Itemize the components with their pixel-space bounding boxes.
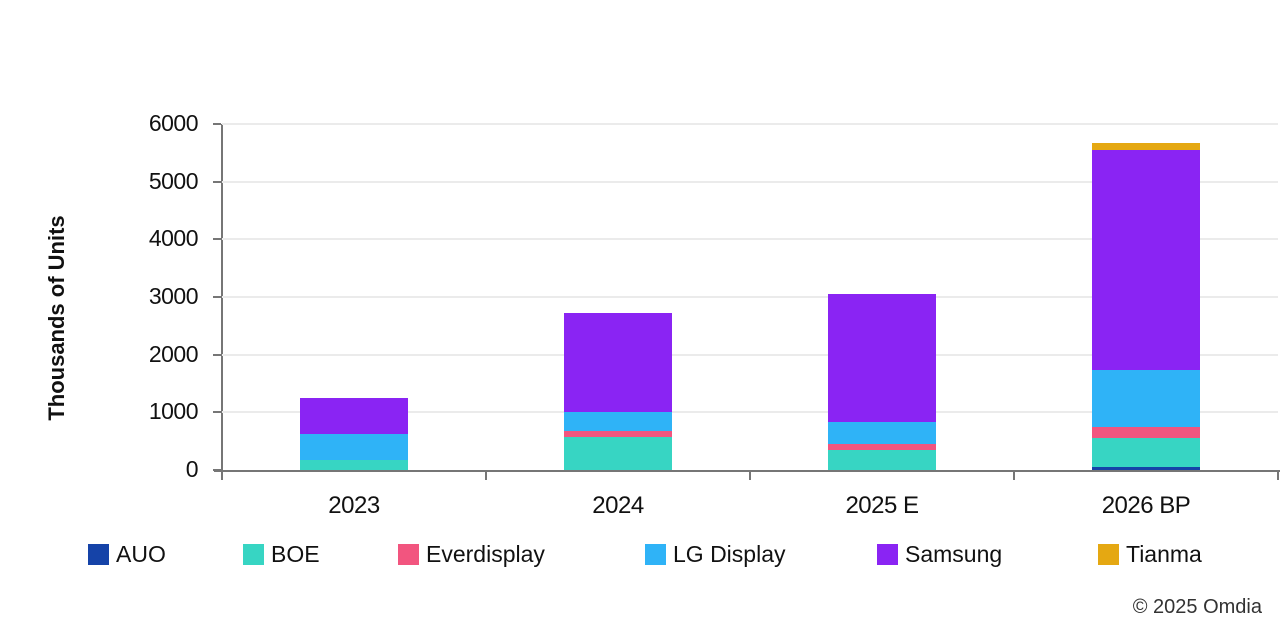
plot-area xyxy=(213,123,1280,480)
legend: AUO BOE Everdisplay LG Display Samsung Tianma xyxy=(0,541,1280,569)
x-category-label: 2024 xyxy=(592,492,644,519)
bar-segment-boe xyxy=(564,436,672,470)
legend-swatch-icon xyxy=(645,544,666,565)
y-axis-title: Thousands of Units xyxy=(44,215,69,421)
bar-segment-lg-display xyxy=(300,433,408,460)
bar-2025-e xyxy=(828,293,936,470)
gridline-1000 xyxy=(222,411,1278,414)
legend-item-boe: BOE xyxy=(243,541,320,568)
x-axis-tick xyxy=(1013,472,1015,480)
bar-segment-samsung xyxy=(1092,149,1200,370)
y-axis-tick xyxy=(213,411,221,414)
legend-swatch-icon xyxy=(398,544,419,565)
x-category-label: 2023 xyxy=(328,492,380,519)
x-axis-tick xyxy=(485,472,487,480)
y-axis-tick xyxy=(213,238,221,241)
bar-2024 xyxy=(564,313,672,470)
x-axis-tick xyxy=(1277,472,1279,480)
y-tick-label: 1000 xyxy=(148,398,199,425)
gridline-4000 xyxy=(222,238,1278,241)
y-axis-tick xyxy=(213,469,221,471)
y-tick-label: 4000 xyxy=(148,225,199,252)
bar-segment-samsung xyxy=(300,397,408,434)
y-axis-tick xyxy=(213,180,221,183)
legend-swatch-icon xyxy=(88,544,109,565)
y-tick-label: 0 xyxy=(185,456,199,482)
bar-segment-lg-display xyxy=(564,411,672,431)
bar-segment-auo xyxy=(1092,466,1200,470)
legend-item-samsung: Samsung xyxy=(877,541,1002,568)
legend-label: LG Display xyxy=(673,541,786,567)
y-axis-tick xyxy=(213,296,221,298)
bar-2026-bp xyxy=(1092,143,1200,470)
bar-segment-everdisplay xyxy=(564,430,672,437)
gridline-2000 xyxy=(222,353,1278,356)
legend-item-tianma: Tianma xyxy=(1098,541,1202,568)
legend-swatch-icon xyxy=(1098,544,1119,565)
bar-segment-everdisplay xyxy=(828,444,936,451)
x-axis-tick xyxy=(221,472,223,480)
legend-item-everdisplay: Everdisplay xyxy=(398,541,545,568)
x-category-label: 2025 E xyxy=(845,492,919,519)
bar-segment-tianma xyxy=(1092,143,1200,150)
legend-item-lg-display: LG Display xyxy=(645,541,785,568)
legend-label: AUO xyxy=(116,541,166,567)
gridline-5000 xyxy=(222,180,1278,183)
bar-segment-lg-display xyxy=(828,422,936,445)
bar-segment-boe xyxy=(300,459,408,470)
bar-segment-boe xyxy=(1092,438,1200,467)
gridline-6000 xyxy=(222,123,1278,125)
legend-label: BOE xyxy=(271,541,320,567)
legend-label: Samsung xyxy=(905,541,1003,567)
y-axis-tick xyxy=(213,353,221,356)
y-tick-label: 2000 xyxy=(148,340,199,367)
bar-segment-lg-display xyxy=(1092,369,1200,428)
gridline-3000 xyxy=(222,296,1278,298)
legend-item-auo: AUO xyxy=(88,541,166,568)
x-axis-tick xyxy=(749,472,751,480)
bar-segment-everdisplay xyxy=(1092,427,1200,439)
bar-segment-samsung xyxy=(828,293,936,423)
copyright-text: © 2025 Omdia xyxy=(1132,596,1262,618)
x-category-label: 2026 BP xyxy=(1101,492,1191,519)
legend-swatch-icon xyxy=(243,544,264,565)
y-tick-label: 6000 xyxy=(148,110,199,136)
y-tick-label: 3000 xyxy=(148,283,199,309)
x-axis-line xyxy=(214,470,1280,472)
y-tick-label: 5000 xyxy=(148,167,199,194)
bar-2023 xyxy=(300,397,408,470)
y-axis-line xyxy=(221,124,223,472)
legend-label: Tianma xyxy=(1126,541,1202,567)
legend-label: Everdisplay xyxy=(426,541,545,567)
legend-swatch-icon xyxy=(877,544,898,565)
bar-segment-samsung xyxy=(564,313,672,412)
bar-segment-boe xyxy=(828,450,936,470)
y-axis-tick xyxy=(213,123,221,125)
